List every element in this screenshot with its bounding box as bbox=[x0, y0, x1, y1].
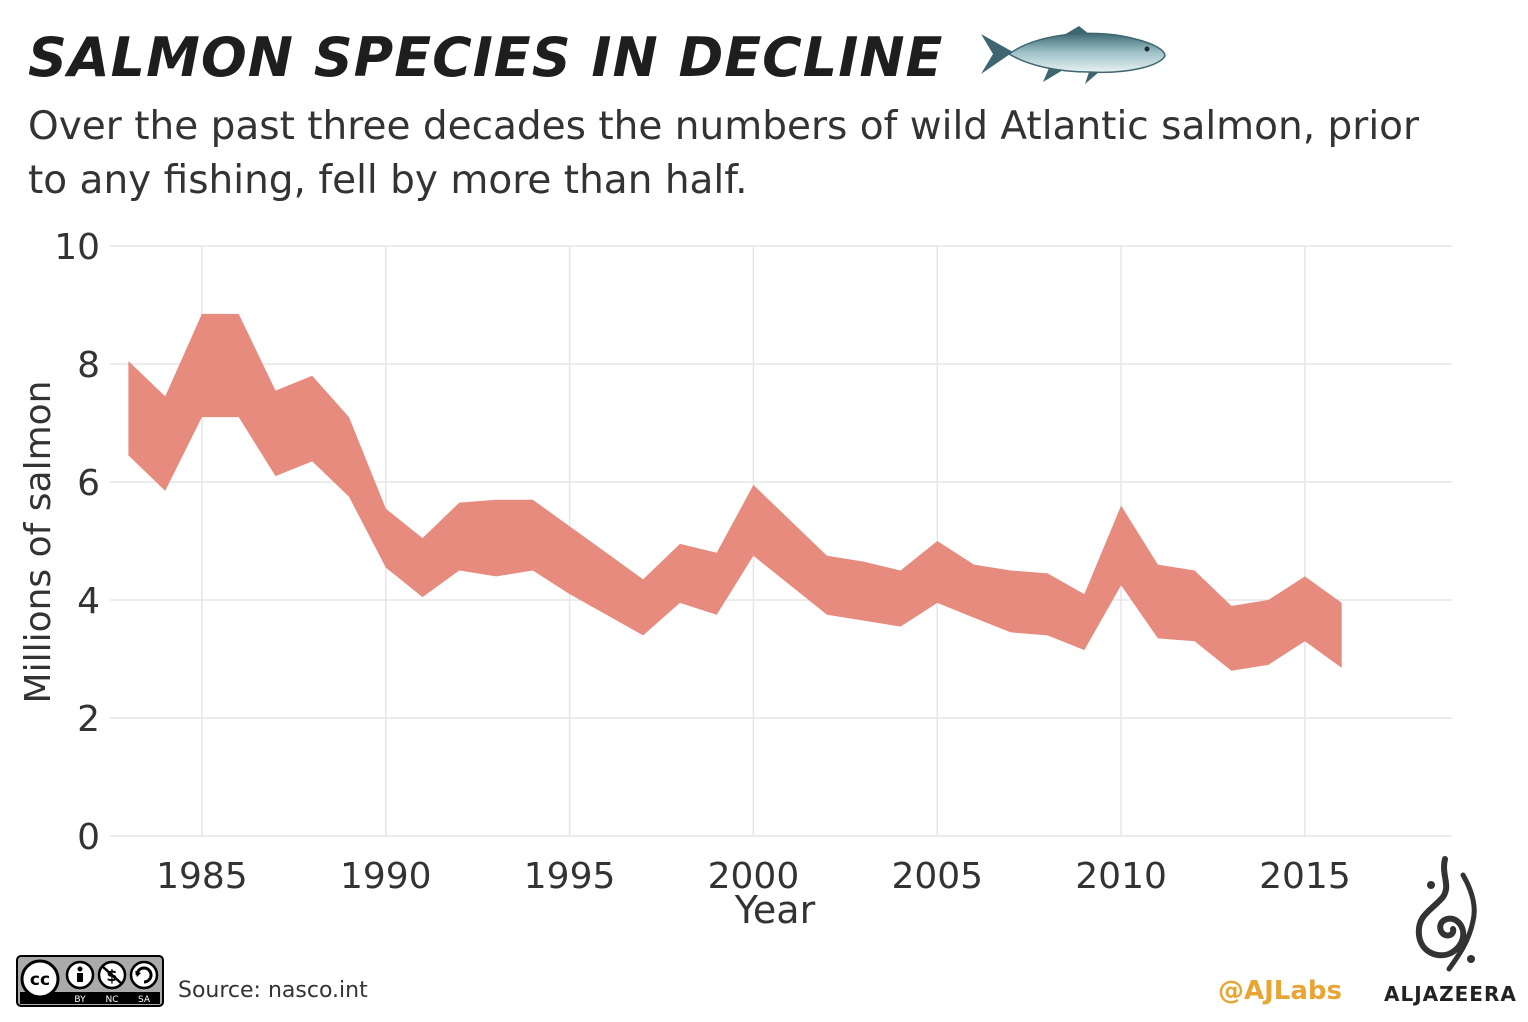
chart-area: 0 2 4 6 8 10 1985 1990 1995 2000 2005 2010 2015 Yea… bbox=[18, 227, 1452, 932]
x-tick-label: 2005 bbox=[891, 856, 983, 897]
band-layer bbox=[128, 313, 1342, 671]
salmon-range-band bbox=[128, 313, 1342, 671]
x-tick-label: 2000 bbox=[708, 856, 800, 897]
y-tick-label: 2 bbox=[77, 699, 100, 740]
source-note: Source: nasco.int bbox=[178, 978, 368, 1003]
x-tick-labels: 1985 1990 1995 2000 2005 2010 2015 bbox=[156, 856, 1351, 897]
x-tick-label: 1995 bbox=[524, 856, 616, 897]
chart-title: Salmon species in decline bbox=[28, 25, 944, 89]
license-sa: SA bbox=[138, 995, 151, 1005]
x-tick-label: 2010 bbox=[1075, 856, 1167, 897]
y-tick-label: 8 bbox=[77, 345, 100, 386]
y-tick-label: 4 bbox=[77, 581, 100, 622]
y-tick-label: 0 bbox=[77, 817, 100, 858]
y-tick-labels: 0 2 4 6 8 10 bbox=[54, 227, 100, 858]
chart-subtitle: Over the past three decades the numbers … bbox=[28, 104, 1420, 203]
ajlabs-handle[interactable]: @AJLabs bbox=[1218, 976, 1342, 1006]
y-tick-label: 6 bbox=[77, 463, 100, 504]
x-tick-label: 1985 bbox=[156, 856, 248, 897]
x-axis-label: Year bbox=[734, 888, 816, 932]
x-tick-label: 1990 bbox=[340, 856, 432, 897]
license-nc: NC bbox=[105, 995, 118, 1005]
x-tick-label: 2015 bbox=[1259, 856, 1351, 897]
y-axis-label: Millions of salmon bbox=[18, 381, 59, 704]
aljazeera-brand: ALJAZEERA bbox=[1384, 982, 1517, 1006]
creative-commons-icon: cc $ BY NC SA bbox=[16, 955, 164, 1007]
y-tick-label: 10 bbox=[54, 227, 100, 268]
aljazeera-logo-icon bbox=[1415, 856, 1477, 972]
license-by: BY bbox=[74, 995, 86, 1005]
svg-text:cc: cc bbox=[30, 970, 50, 990]
title-row: Salmon species in decline bbox=[28, 22, 1169, 92]
grid-lines bbox=[110, 245, 1452, 837]
salmon-fish-icon bbox=[981, 26, 1167, 84]
